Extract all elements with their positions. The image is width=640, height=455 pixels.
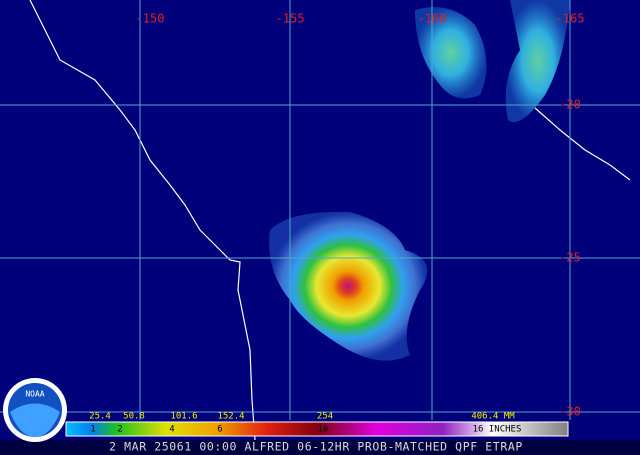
inch-label: 4 [169, 425, 174, 435]
footer-bar [0, 440, 640, 455]
lon-label: -155 [276, 12, 305, 26]
mm-label: 152.4 [217, 412, 244, 422]
mm-label: 101.6 [170, 412, 197, 422]
mm-label: 254 [317, 412, 333, 422]
coastline [534, 107, 631, 181]
inch-label: 2 [117, 425, 122, 435]
graticule [0, 0, 640, 420]
noaa-logo: NOAA [3, 378, 67, 442]
logo-text: NOAA [25, 390, 44, 399]
lat-label: -25 [559, 251, 581, 265]
inch-label: 1 [90, 425, 95, 435]
lat-label: -30 [559, 405, 581, 419]
rain-field [415, 7, 487, 99]
lon-label: -165 [556, 12, 585, 26]
inch-label: 16 INCHES [473, 425, 522, 435]
lon-label: -150 [136, 12, 165, 26]
inch-label: 10 [318, 425, 329, 435]
lon-label: -160 [418, 12, 447, 26]
mm-label: 25.4 [89, 412, 111, 422]
logo-wave [10, 403, 60, 437]
footer-text: 2 MAR 25061 00:00 ALFRED 06-12HR PROB-MA… [109, 440, 523, 454]
lat-label: -20 [559, 98, 581, 112]
mm-label: 50.8 [123, 412, 145, 422]
mm-label: 406.4 MM [471, 412, 515, 422]
inch-label: 6 [217, 425, 222, 435]
color-bar [65, 421, 569, 437]
coastline [29, 0, 256, 441]
rain-field [269, 211, 428, 361]
rain-field [505, 0, 570, 123]
